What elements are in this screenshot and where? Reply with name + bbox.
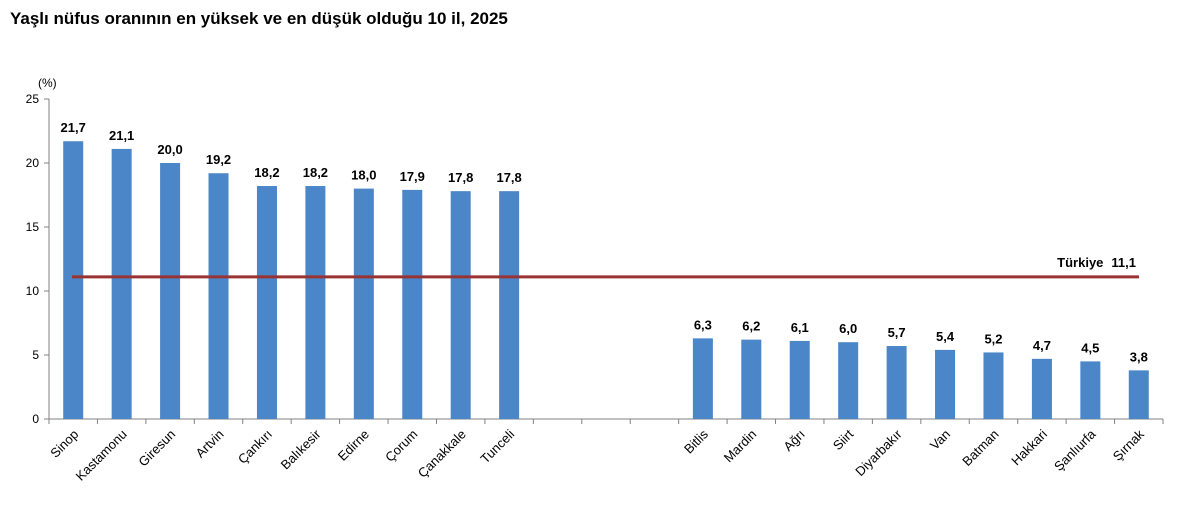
reference-line-group: Türkiye 11,1: [72, 255, 1139, 279]
bar: [208, 173, 229, 419]
bar-value-label: 6,0: [839, 321, 857, 336]
bars-group: [63, 141, 1149, 420]
category-label: Çanakkale: [415, 427, 469, 481]
category-label: Balıkesir: [278, 426, 324, 472]
bar-value-label: 21,1: [109, 128, 134, 143]
bar: [450, 191, 471, 419]
bar: [983, 352, 1004, 419]
category-label: Tunceli: [477, 426, 517, 466]
category-label: Mardin: [721, 427, 760, 466]
bar-value-label: 17,8: [496, 170, 521, 185]
category-label: Diyarbakır: [852, 426, 905, 479]
bar: [499, 191, 520, 419]
bar: [63, 141, 84, 420]
y-tick-label: 25: [26, 92, 40, 106]
y-tick-label: 10: [26, 284, 40, 298]
bar-value-label: 17,9: [400, 169, 425, 184]
bar: [305, 186, 326, 419]
chart-title: Yaşlı nüfus oranının en yüksek ve en düş…: [10, 9, 508, 28]
bar-value-label: 5,2: [984, 331, 1002, 346]
category-label: Artvin: [193, 427, 227, 461]
bar-value-label: 6,1: [791, 320, 809, 335]
bar: [111, 148, 132, 420]
bar: [160, 163, 181, 419]
bar-value-label: 4,5: [1081, 340, 1099, 355]
bar: [886, 346, 907, 419]
category-label: Şanlıurfa: [1051, 426, 1099, 474]
y-tick-label: 20: [26, 156, 40, 170]
bar: [741, 339, 762, 419]
bar: [935, 349, 956, 419]
category-label: Edirne: [335, 427, 372, 464]
reference-line-name: Türkiye: [1057, 255, 1103, 270]
bar-value-label: 3,8: [1130, 349, 1148, 364]
bar: [1128, 370, 1149, 419]
chart-axes: 0 5 10 15 20 25 (%): [26, 76, 1164, 426]
category-label: Siirt: [830, 426, 857, 453]
bar-value-label: 20,0: [157, 142, 182, 157]
category-label: Sinop: [47, 427, 81, 461]
y-tick-label: 15: [26, 220, 40, 234]
y-tick-label: 0: [32, 412, 39, 426]
bar-value-label: 18,2: [254, 165, 279, 180]
category-label: Bitlis: [681, 426, 711, 456]
bar-value-label: 5,7: [888, 325, 906, 340]
category-label: Çankırı: [235, 427, 275, 467]
bar: [1031, 358, 1052, 419]
bar: [692, 338, 713, 419]
bar-value-label: 6,3: [694, 317, 712, 332]
category-label: Hakkari: [1008, 426, 1050, 468]
bar: [402, 189, 423, 419]
category-label: Van: [927, 427, 953, 453]
category-label: Giresun: [135, 427, 178, 470]
bar-value-label: 18,2: [303, 165, 328, 180]
bar-value-label: 5,4: [936, 329, 955, 344]
turkiye-average-label: Türkiye 11,1: [1057, 255, 1136, 270]
bar-value-label: 17,8: [448, 170, 473, 185]
bar: [353, 188, 374, 419]
category-label: Çorum: [382, 427, 420, 465]
bar: [1080, 361, 1101, 419]
category-label: Şırnak: [1110, 426, 1148, 464]
reference-line-value: 11,1: [1111, 255, 1136, 270]
bar: [838, 342, 859, 419]
y-tick-label: 5: [32, 348, 39, 362]
bar: [789, 340, 810, 419]
bar-value-label: 4,7: [1033, 338, 1051, 353]
bar: [256, 186, 277, 419]
bar-value-label: 19,2: [206, 152, 231, 167]
category-label: Batman: [959, 427, 1001, 469]
category-label: Ağrı: [780, 427, 807, 454]
category-label: Kastamonu: [73, 427, 130, 484]
y-axis-unit-label: (%): [38, 76, 57, 90]
bar-value-label: 18,0: [351, 168, 376, 183]
bar-value-label: 21,7: [61, 120, 86, 135]
bar-value-label: 6,2: [742, 319, 760, 334]
